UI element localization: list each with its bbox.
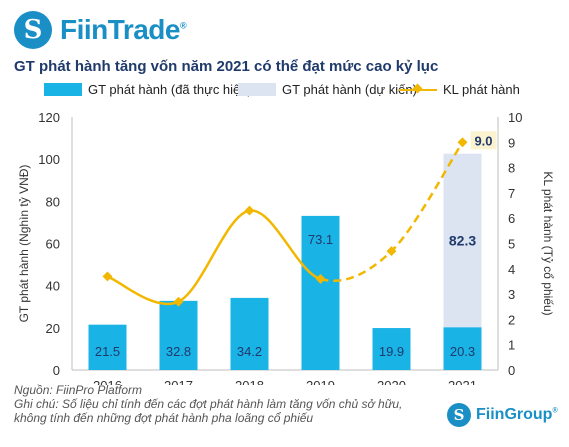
chart-svg: 0 20 40 60 80 100 120 0 1 2 3 4 5 6 7 8 9 10 2016 2017 2018 2… xyxy=(17,110,555,385)
volume-point xyxy=(457,137,468,148)
y-tick-label: 40 xyxy=(46,279,60,294)
chart-legend: GT phát hành (đã thực hiện) GT phát hành… xyxy=(0,80,569,100)
legend-label-actual: GT phát hành (đã thực hiện) xyxy=(88,82,252,97)
y-tick-label: 0 xyxy=(53,363,60,378)
y2-tick-label: 5 xyxy=(508,237,515,252)
x-tick-label: 2017 xyxy=(164,378,193,385)
fiingroup-registered-mark: ® xyxy=(552,407,558,415)
footnotes: Nguồn: FiinPro Platform Ghi chú: Số liệu… xyxy=(14,383,404,425)
legend-label-volume: KL phát hành xyxy=(443,82,520,97)
volume-label: 9.0 xyxy=(474,133,492,148)
bar-actual xyxy=(443,327,482,370)
volume-line-actual xyxy=(106,209,321,306)
y-axis-title: GT phát hành (Nghìn tỷ VNĐ) xyxy=(17,165,31,323)
legend-swatch-actual xyxy=(44,83,82,96)
legend-item-expected: GT phát hành (dự kiến) xyxy=(238,82,417,97)
fiingroup-text: FiinGroup® xyxy=(476,406,558,424)
legend-item-volume: KL phát hành xyxy=(399,82,520,97)
legend-item-actual: GT phát hành (đã thực hiện) xyxy=(44,82,252,97)
bar-actual xyxy=(301,215,340,370)
bar-actual xyxy=(372,328,411,370)
fiingroup-wordmark: FiinGroup xyxy=(476,406,553,423)
y2-tick-label: 9 xyxy=(508,135,515,150)
bar-actual-label: 34.2 xyxy=(237,344,262,359)
x-tick-label: 2018 xyxy=(235,378,264,385)
bar-expected-label: 82.3 xyxy=(449,232,476,248)
volume-label-box xyxy=(470,131,497,150)
y2-tick-label: 0 xyxy=(508,363,515,378)
y2-tick-label: 3 xyxy=(508,287,515,302)
y-tick-label: 100 xyxy=(38,152,60,167)
y2-tick-label: 7 xyxy=(508,186,515,201)
logo-wordmark: FiinTrade xyxy=(60,14,180,45)
fiintrade-logo: S FiinTrade® xyxy=(14,8,187,52)
x-tick-label: 2021 xyxy=(448,378,477,385)
bar-actual-label: 21.5 xyxy=(95,344,120,359)
chart-title: GT phát hành tăng vốn năm 2021 có thể đạ… xyxy=(14,58,439,75)
legend-swatch-expected xyxy=(238,83,276,96)
logo-text: FiinTrade® xyxy=(60,14,187,46)
y2-tick-label: 8 xyxy=(508,161,515,176)
y-tick-label: 60 xyxy=(46,237,60,252)
fiingroup-icon: S xyxy=(447,403,471,427)
volume-point xyxy=(173,296,184,307)
source-note: Nguồn: FiinPro Platform xyxy=(14,383,143,397)
y2-tick-label: 6 xyxy=(508,211,515,226)
x-tick-label: 2016 xyxy=(93,378,122,385)
y-tick-label: 20 xyxy=(46,321,60,336)
logo-icon: S xyxy=(14,11,52,49)
y-tick-label: 120 xyxy=(38,110,60,125)
bar-actual xyxy=(88,324,127,370)
registered-mark: ® xyxy=(179,20,187,31)
bar-actual xyxy=(159,300,198,370)
y2-tick-label: 2 xyxy=(508,312,515,327)
volume-point xyxy=(102,271,113,282)
volume-point xyxy=(244,205,255,216)
legend-label-expected: GT phát hành (dự kiến) xyxy=(282,82,417,97)
bar-expected xyxy=(443,153,482,328)
volume-point xyxy=(386,246,397,257)
x-tick-label: 2020 xyxy=(377,378,406,385)
y2-axis-title: KL phát hành (Tỷ cổ phiếu) xyxy=(541,171,555,315)
fiingroup-logo: S FiinGroup® xyxy=(447,403,558,427)
y2-tick-label: 10 xyxy=(508,110,522,125)
y2-tick-label: 4 xyxy=(508,262,515,277)
volume-point xyxy=(315,273,326,284)
x-tick-label: 2019 xyxy=(306,378,335,385)
bar-actual-label: 73.1 xyxy=(308,232,333,247)
bar-actual-label: 19.9 xyxy=(379,344,404,359)
bar-actual-label: 32.8 xyxy=(166,344,191,359)
volume-line-forecast xyxy=(320,141,464,283)
data-note: Ghi chú: Số liệu chỉ tính đến các đợt ph… xyxy=(14,397,403,425)
y2-tick-label: 1 xyxy=(508,338,515,353)
legend-swatch-volume xyxy=(399,83,437,96)
bar-actual xyxy=(230,297,269,370)
bar-actual-label: 20.3 xyxy=(450,344,475,359)
y-tick-label: 80 xyxy=(46,194,60,209)
